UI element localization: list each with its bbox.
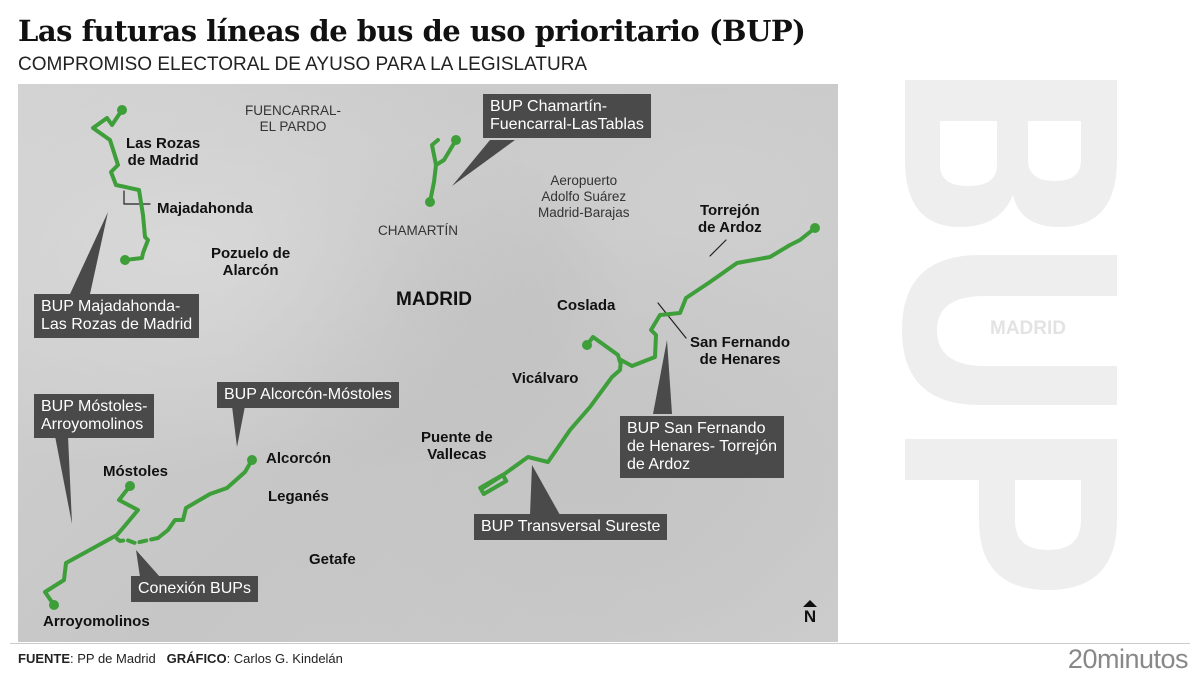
place-madrid: MADRID: [396, 289, 472, 310]
watermark-letter-b: [905, 80, 1117, 227]
place-fuencarral: FUENCARRAL- EL PARDO: [245, 103, 342, 134]
route-transversal-sureste: [481, 226, 817, 490]
place-chamartin: CHAMARTÍN: [378, 223, 459, 238]
pointer-alcorcon: [232, 406, 245, 447]
place-mostoles: Móstoles: [103, 463, 169, 480]
pointer-chamartin: [452, 140, 515, 186]
route-conexion: [114, 536, 160, 545]
leader-majadahonda: [123, 190, 151, 205]
source-value: : PP de Madrid: [70, 651, 156, 666]
pointer-transversal: [530, 465, 560, 515]
callout-bup-transversal: BUP Transversal Sureste: [474, 514, 668, 540]
callout-bup-chamartin: BUP Chamartín- Fuencarral-LasTablas: [483, 94, 651, 138]
route-coslada-branch: [585, 335, 622, 364]
place-getafe: Getafe: [309, 551, 356, 568]
place-vicalvaro: Vicálvaro: [512, 370, 579, 387]
route-stop: [582, 340, 592, 350]
route-alcorcon-mostoles: [156, 458, 254, 540]
place-majadahonda: Majadahonda: [157, 200, 253, 217]
pointer-sanfernando: [653, 340, 672, 414]
place-aeropuerto: Aeropuerto Adolfo Suárez Madrid-Barajas: [538, 173, 630, 220]
place-torrejon: Torrejón de Ardoz: [698, 202, 762, 236]
route-chamartin-fuencarral: [428, 138, 440, 204]
pointer-conexion: [136, 550, 160, 577]
leader-sanfernando: [657, 302, 687, 339]
page-subtitle: COMPROMISO ELECTORAL DE AYUSO PARA LA LE…: [18, 54, 588, 75]
callout-bup-alcorcon: BUP Alcorcón-Móstoles: [217, 382, 399, 408]
route-stop: [125, 481, 135, 491]
callout-bup-san-fernando: BUP San Fernando de Henares- Torrejón de…: [620, 416, 785, 478]
route-terminal-loop: [478, 472, 509, 496]
place-pozuelo: Pozuelo de Alarcón: [211, 245, 291, 279]
source-label: FUENTE: [18, 651, 70, 666]
watermark-madrid: MADRID: [990, 318, 1066, 339]
footer-credits: FUENTE: PP de Madrid GRÁFICO: Carlos G. …: [18, 651, 343, 666]
callout-conexion: Conexión BUPs: [131, 576, 258, 602]
route-majadahonda-las-rozas: [91, 108, 150, 262]
watermark-letter-u: [902, 255, 1117, 405]
north-label: N: [803, 607, 817, 626]
pointer-mostoles: [55, 436, 72, 524]
route-stop: [120, 255, 130, 265]
north-indicator: N: [803, 600, 817, 625]
leader-torrejon: [709, 239, 727, 257]
place-arroyomolinos: Arroyomolinos: [43, 613, 150, 630]
brand-logo: 20minutos: [1067, 644, 1189, 674]
callout-bup-majadahonda: BUP Majadahonda- Las Rozas de Madrid: [34, 294, 200, 338]
route-stop: [247, 455, 257, 465]
route-stop: [117, 105, 127, 115]
route-chamartin-branch: [434, 138, 458, 167]
north-arrow-icon: [803, 600, 817, 607]
route-stop: [49, 600, 59, 610]
watermark-letter-p: [905, 439, 1117, 590]
place-coslada: Coslada: [557, 297, 616, 314]
place-alcorcon: Alcorcón: [266, 450, 332, 467]
pointer-majadahonda: [70, 212, 108, 294]
map: [18, 84, 838, 642]
route-stop: [451, 135, 461, 145]
graphic-value: : Carlos G. Kindelán: [226, 651, 343, 666]
page-title: Las futuras líneas de bus de uso priorit…: [18, 14, 806, 48]
route-stop: [810, 223, 820, 233]
graphic-label: GRÁFICO: [166, 651, 227, 666]
route-mostoles-arroyomolinos: [43, 484, 140, 607]
routes-layer: [43, 105, 820, 610]
place-las-rozas: Las Rozas de Madrid: [126, 135, 201, 169]
route-stop: [425, 197, 435, 207]
callout-bup-mostoles: BUP Móstoles- Arroyomolinos: [34, 394, 155, 438]
place-leganes: Leganés: [268, 488, 329, 505]
place-puente-vallecas: Puente de Vallecas: [421, 429, 493, 463]
footer-divider: [10, 643, 1190, 644]
place-san-fernando: San Fernando de Henares: [690, 334, 791, 368]
